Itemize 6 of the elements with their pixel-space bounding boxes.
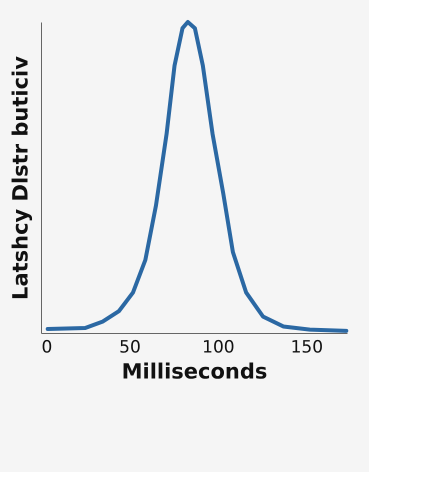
x-tick-label: 0 (42, 338, 52, 358)
x-tick-label: 150 (290, 338, 324, 358)
y-axis-title: Latshcy Dlstr buticiv (8, 56, 32, 300)
x-tick-label: 100 (202, 338, 235, 358)
x-tick-label: 50 (119, 338, 141, 358)
x-axis-title: Milliseconds (122, 360, 268, 384)
